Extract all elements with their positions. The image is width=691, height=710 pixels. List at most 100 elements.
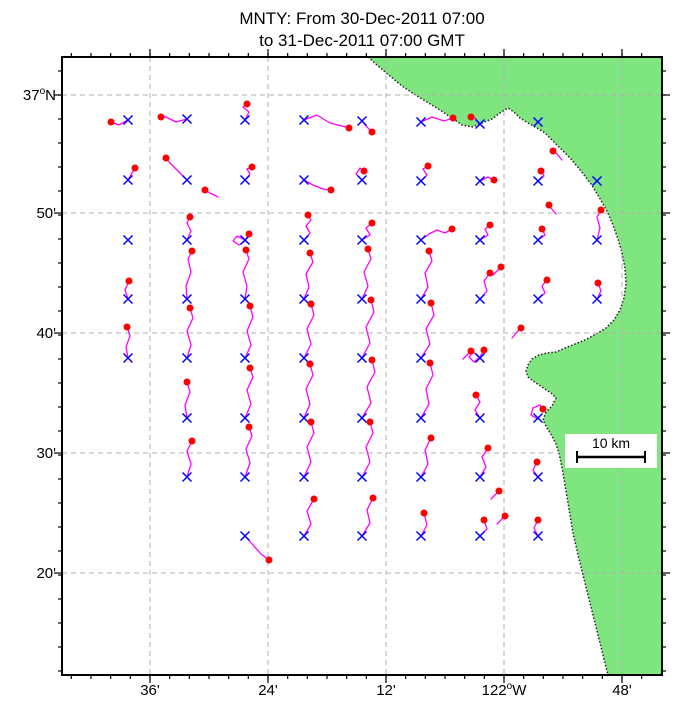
grid-marker-x <box>239 471 251 483</box>
trajectory-end-dot <box>245 423 253 431</box>
grid-marker-x <box>181 352 193 364</box>
end-dots <box>107 100 605 564</box>
trajectory-path <box>303 252 314 300</box>
grid-marker-x <box>415 471 427 483</box>
grid-marker-x <box>356 115 368 127</box>
axis-labels: 36' 24' 12' 122oW 48' 37oN 50' 40' 30' 20' <box>23 86 632 699</box>
grid-marker-x <box>122 352 134 364</box>
trajectory-path <box>303 363 314 419</box>
grid-marker-x <box>122 174 134 186</box>
trajectory-path <box>479 272 491 300</box>
trajectory-path <box>361 497 374 537</box>
grid-marker-x <box>356 293 368 305</box>
trajectory-path <box>303 179 332 191</box>
trajectory-end-dot <box>448 225 456 233</box>
grid-marker-x <box>532 530 544 542</box>
trajectory-end-dot <box>327 186 335 194</box>
trajectory-end-dot <box>125 277 133 285</box>
grid-marker-x <box>591 293 603 305</box>
trajectory-end-dot <box>426 359 434 367</box>
trajectory-end-dot <box>367 296 375 304</box>
trajectory-end-dot <box>162 154 170 162</box>
trajectory-end-dot <box>497 263 505 271</box>
trajectory-end-dot <box>368 219 376 227</box>
grid-marker-x <box>298 234 310 246</box>
trajectory-path <box>420 512 428 537</box>
grid-marker-x <box>474 234 486 246</box>
grid-marker-x <box>356 352 368 364</box>
grid-marker-x <box>474 530 486 542</box>
trajectory-end-dot <box>186 213 194 221</box>
grid-marker-x <box>298 471 310 483</box>
grid-marker-x <box>356 530 368 542</box>
trajectory-end-dot <box>543 276 551 284</box>
trajectory-end-dot <box>186 304 194 312</box>
trajectory-end-dot <box>534 516 542 524</box>
trajectory-path <box>186 307 194 359</box>
grid-marker-x <box>239 293 251 305</box>
trajectory-end-dot <box>537 167 545 175</box>
trajectory-end-dot <box>183 378 191 386</box>
grid-markers <box>122 113 603 542</box>
grid-marker-x <box>474 118 486 130</box>
scale-bar-backing <box>565 434 657 468</box>
trajectory-path <box>244 426 253 478</box>
trajectory-path <box>303 114 350 129</box>
trajectory-end-dot <box>157 113 165 121</box>
trajectories <box>110 103 602 561</box>
trajectory-path <box>420 228 453 241</box>
trajectory-end-dot <box>539 405 547 413</box>
x-tick-label: 36' <box>140 682 160 699</box>
trajectory-end-dot <box>495 487 503 495</box>
trajectory-path <box>361 421 374 478</box>
land-polygon <box>366 56 663 676</box>
y-tick-label: 30' <box>36 445 56 462</box>
scale-bar-group: 10 km <box>565 434 657 468</box>
trajectory-end-dot <box>369 494 377 502</box>
trajectory-path <box>244 367 254 419</box>
grid-marker-x <box>298 174 310 186</box>
map-frame <box>61 56 663 676</box>
trajectory-path <box>186 440 193 478</box>
grid-marker-x <box>298 352 310 364</box>
grid-marker-x <box>298 114 310 126</box>
grid-marker-x <box>532 175 544 187</box>
grid-marker-x <box>532 116 544 128</box>
grid-marker-x <box>415 293 427 305</box>
y-tick-label: 20' <box>36 565 56 582</box>
grid-marker-x <box>239 412 251 424</box>
trajectory-end-dot <box>307 300 315 308</box>
grid-marker-x <box>239 114 251 126</box>
grid-marker-x <box>532 471 544 483</box>
trajectory-end-dot <box>533 458 541 466</box>
trajectory-path <box>184 381 191 419</box>
trajectory-end-dot <box>597 206 605 214</box>
grid-marker-x <box>181 412 193 424</box>
grid-marker-x <box>122 293 134 305</box>
trajectory-end-dot <box>449 114 457 122</box>
grid-marker-x <box>415 530 427 542</box>
trajectory-end-dot <box>549 147 557 155</box>
trajectory-path <box>361 359 376 419</box>
trajectory-end-dot <box>304 211 312 219</box>
trajectory-end-dot <box>243 100 251 108</box>
trajectory-end-dot <box>123 323 131 331</box>
trajectory-end-dot <box>242 246 250 254</box>
grid-marker-x <box>356 174 368 186</box>
grid-marker-x <box>298 530 310 542</box>
trajectory-path <box>242 249 250 300</box>
x-tick-label: 48' <box>612 682 632 699</box>
y-tick-label: 50' <box>36 205 56 222</box>
trajectory-path <box>420 362 434 419</box>
trajectory-path <box>303 421 315 478</box>
grid-marker-x <box>474 412 486 424</box>
trajectory-path <box>596 209 602 241</box>
grid-marker-x <box>415 352 427 364</box>
trajectory-path <box>244 305 254 359</box>
grid-marker-x <box>415 175 427 187</box>
trajectory-path <box>479 447 489 478</box>
trajectory-end-dot <box>131 164 139 172</box>
x-tick-label: 122oW <box>482 681 528 699</box>
trajectory-end-dot <box>368 356 376 364</box>
scale-bar-label: 10 km <box>592 435 630 451</box>
